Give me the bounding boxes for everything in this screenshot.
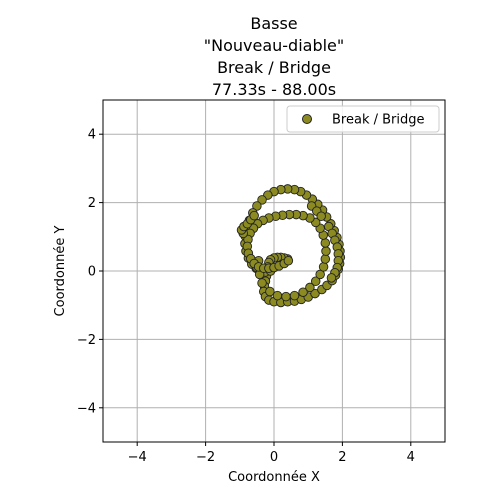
scatter-point <box>305 282 315 293</box>
scatter-point <box>326 273 337 283</box>
title-line-2: "Nouveau-diable" <box>204 36 345 55</box>
grid-lines <box>103 100 445 442</box>
scatter-point <box>310 288 320 299</box>
y-tick-label: −4 <box>77 401 96 416</box>
legend-marker <box>302 114 312 124</box>
x-axis-label: Coordonnée X <box>228 470 320 485</box>
x-tick-label: 2 <box>338 450 346 465</box>
scatter-point <box>249 210 259 221</box>
y-axis-label: Coordonnée Y <box>53 226 68 317</box>
x-tick-label: −2 <box>196 450 215 465</box>
y-tick-label: 0 <box>88 265 96 280</box>
scatter-point <box>310 276 321 287</box>
x-axis-ticks: −4 −2 0 2 4 <box>128 442 415 465</box>
scatter-point <box>257 278 267 288</box>
scatter-point <box>316 211 326 222</box>
scatter-point <box>320 254 331 264</box>
scatter-point <box>265 286 275 297</box>
x-tick-label: −4 <box>128 450 147 465</box>
y-tick-label: −2 <box>77 333 96 348</box>
data-points <box>236 184 346 308</box>
legend-label: Break / Bridge <box>332 113 425 128</box>
title-line-3: Break / Bridge <box>217 58 331 77</box>
title-line-1: Basse <box>250 14 297 33</box>
scatter-point <box>283 255 294 266</box>
y-tick-label: 4 <box>88 128 96 143</box>
scatter-point <box>321 246 331 256</box>
legend: Break / Bridge <box>286 105 440 133</box>
scatter-point <box>257 195 267 205</box>
scatter-point <box>298 287 308 297</box>
scatter-point <box>318 262 329 272</box>
scatter-point <box>272 290 283 301</box>
y-axis-ticks: −4 −2 0 2 4 <box>77 128 103 416</box>
legend-box <box>286 105 440 133</box>
scatter-point <box>252 201 262 211</box>
title-line-4: 77.33s - 88.00s <box>212 80 336 99</box>
x-tick-label: 4 <box>407 450 415 465</box>
x-tick-label: 0 <box>270 450 278 465</box>
chart-title: Basse "Nouveau-diable" Break / Bridge 77… <box>204 14 345 99</box>
y-tick-label: 2 <box>88 196 96 211</box>
scatter-point <box>320 238 331 248</box>
scatter-point <box>281 291 291 302</box>
scatter-point <box>289 290 300 301</box>
